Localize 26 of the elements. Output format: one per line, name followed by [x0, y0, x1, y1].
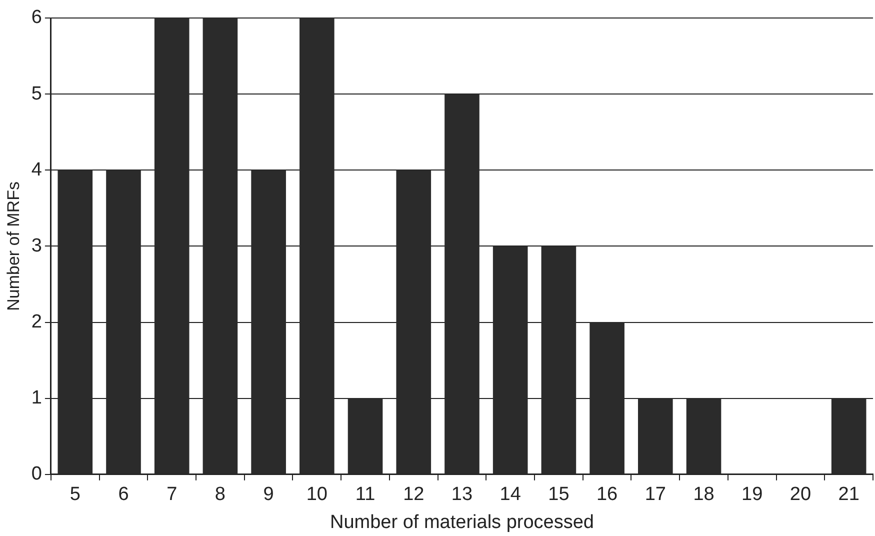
- x-tick-label: 19: [742, 484, 763, 506]
- x-tick-label: 6: [118, 484, 129, 506]
- y-tick-label: 6: [31, 7, 42, 28]
- x-tick-label: 14: [500, 484, 522, 506]
- x-tick-label: 18: [693, 484, 714, 506]
- x-tick-label: 15: [548, 484, 570, 506]
- x-tick-label: 5: [70, 484, 80, 506]
- x-tick-label: 10: [306, 484, 328, 506]
- y-axis-title: Number of MRFs: [4, 181, 23, 311]
- x-tick-label: 20: [790, 484, 812, 506]
- y-tick-label: 1: [31, 388, 42, 409]
- y-tick-label: 0: [31, 464, 42, 485]
- x-tick-label: 11: [355, 484, 376, 506]
- y-tick-label: 3: [31, 235, 42, 256]
- x-tick-label: 21: [838, 484, 860, 506]
- x-tick-label: 17: [644, 484, 666, 506]
- x-tick-label: 8: [214, 484, 226, 506]
- x-tick-label: 7: [166, 484, 178, 506]
- x-axis-title: Number of materials processed: [330, 512, 594, 533]
- y-tick-label: 4: [31, 159, 42, 180]
- x-tick-label: 12: [403, 484, 424, 506]
- y-tick-label: 5: [31, 83, 42, 104]
- y-tick-label: 2: [31, 312, 42, 332]
- x-tick-label: 16: [596, 484, 618, 506]
- x-tick-label: 9: [263, 484, 274, 506]
- x-tick-label: 13: [451, 484, 473, 506]
